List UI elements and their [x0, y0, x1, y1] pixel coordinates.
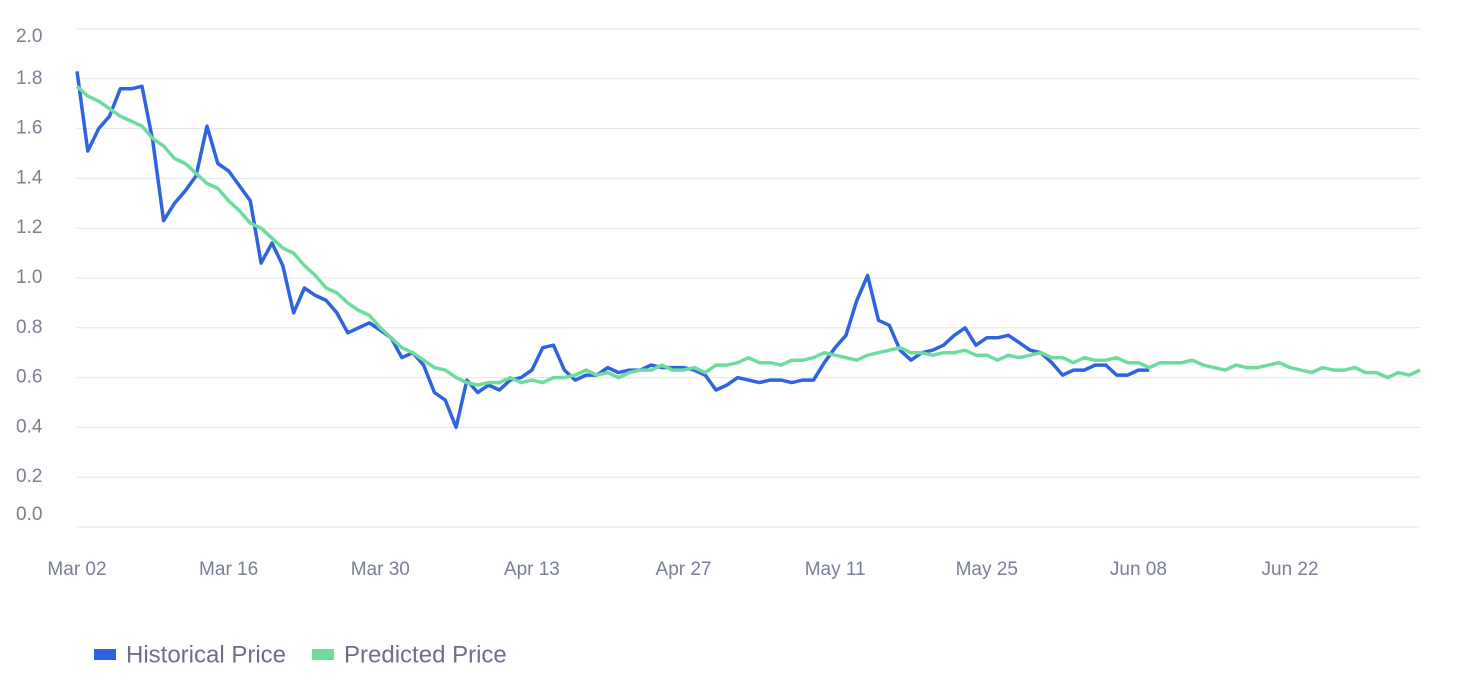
y-tick-label: 1.2	[16, 217, 42, 238]
y-tick-label: 0.0	[16, 504, 42, 525]
y-tick-label: 2.0	[16, 26, 42, 47]
x-tick-label: Apr 27	[656, 559, 712, 580]
y-tick-label: 0.2	[16, 466, 42, 487]
y-tick-label: 0.6	[16, 367, 42, 388]
x-tick-label: Apr 13	[504, 559, 560, 580]
y-tick-label: 1.4	[16, 167, 43, 188]
legend-label: Historical Price	[126, 641, 286, 668]
x-tick-label: Mar 02	[47, 559, 106, 580]
x-tick-label: May 25	[956, 559, 1018, 580]
x-tick-label: Mar 30	[351, 559, 410, 580]
x-tick-label: Jun 08	[1110, 559, 1167, 580]
x-tick-label: Mar 16	[199, 559, 258, 580]
x-tick-label: May 11	[805, 559, 866, 580]
legend-swatch	[312, 649, 335, 660]
legend-swatch	[94, 649, 116, 660]
price-line	[75, 85, 1421, 387]
legend: Historical Price Predicted Price	[94, 641, 507, 668]
legend-label: Predicted Price	[344, 641, 507, 668]
y-tick-label: 1.6	[16, 118, 42, 139]
y-tick-label: 0.8	[16, 317, 42, 338]
x-tick-label: Jun 22	[1262, 559, 1319, 580]
price-line	[75, 71, 1150, 430]
y-tick-label: 1.0	[16, 267, 42, 288]
y-tick-label: 0.4	[16, 416, 43, 437]
y-tick-label: 1.8	[16, 68, 42, 89]
